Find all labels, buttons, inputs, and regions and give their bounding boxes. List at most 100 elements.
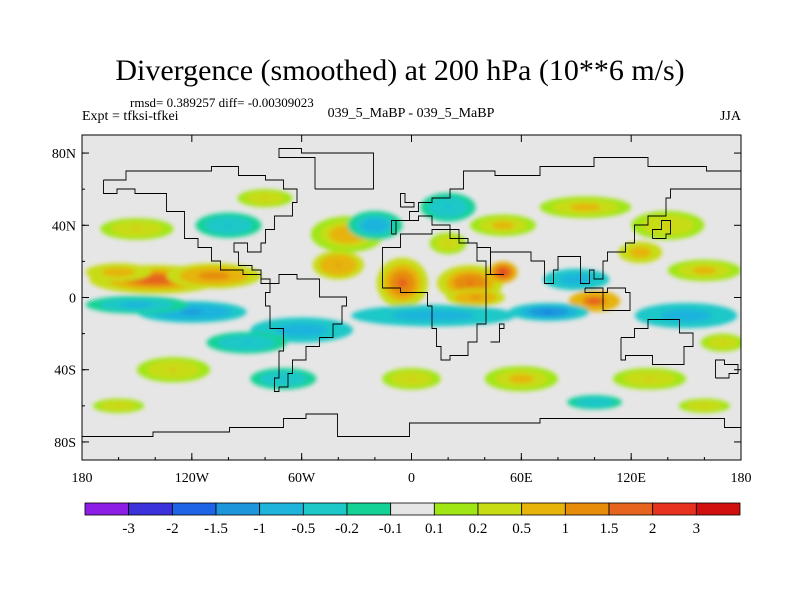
- field-contour: [499, 224, 507, 227]
- field-contour: [591, 300, 598, 303]
- x-tick-label: 120E: [616, 471, 646, 486]
- field-contour: [209, 274, 219, 278]
- colorbar-label: 1.5: [600, 521, 619, 537]
- colorbar-label: -3: [122, 521, 135, 537]
- case-label: 039_5_MaBP - 039_5_MaBP: [327, 106, 495, 121]
- field-contour: [720, 341, 725, 344]
- colorbar-label: 3: [693, 521, 701, 537]
- colorbar-swatch: [652, 502, 697, 516]
- coastline: [584, 287, 631, 311]
- colorbar-swatch: [171, 502, 217, 516]
- colorbar-swatch: [695, 502, 741, 516]
- field-contour: [501, 271, 505, 274]
- field-contour: [186, 310, 198, 314]
- field-contour: [638, 251, 643, 254]
- field-contour: [399, 280, 405, 286]
- colorbar-label: -1.5: [204, 521, 228, 537]
- colorbar-swatch: [390, 502, 435, 516]
- field-contour: [116, 405, 122, 407]
- field-contour: [225, 223, 232, 227]
- colorbar-swatch: [215, 502, 261, 516]
- colorbar-label: 0.1: [425, 521, 444, 537]
- colorbar-swatch: [128, 502, 173, 516]
- chart-title: Divergence (smoothed) at 200 hPa (10**6 …: [115, 54, 685, 87]
- field-contour: [148, 278, 162, 281]
- colorbar-label: -1: [253, 521, 266, 537]
- x-tick-label: 60E: [510, 471, 533, 486]
- field-contour: [591, 401, 598, 403]
- divergence-field: [85, 189, 741, 414]
- coastline: [391, 157, 741, 284]
- colorbar-label: 0.2: [469, 521, 488, 537]
- colorbar-label: -0.1: [379, 521, 403, 537]
- coastlines: [82, 148, 741, 437]
- field-contour: [645, 377, 654, 380]
- field-contour: [544, 311, 553, 313]
- x-tick-label: 180: [72, 471, 93, 486]
- field-contour: [425, 314, 442, 317]
- x-tick-label: 0: [408, 471, 415, 486]
- colorbar: -3 -2 -1.5 -1 -0.5 -0.2 -0.1 0.1 0.2 0.5 1 1.5 2 3: [84, 502, 741, 537]
- coastline: [265, 274, 347, 392]
- field-contour: [262, 197, 268, 200]
- y-tick-label: 80N: [52, 147, 76, 162]
- coastline: [103, 166, 298, 284]
- colorbar-swatch: [433, 502, 479, 516]
- season-label: JJA: [719, 109, 741, 124]
- x-tick-label: 180: [731, 471, 752, 486]
- colorbar-swatch: [564, 502, 610, 516]
- colorbar-swatch: [608, 502, 654, 516]
- coastline: [490, 323, 505, 343]
- y-tick-label: 40S: [54, 364, 76, 379]
- x-axis: 180 120W 60W 0 60E 120E 180: [72, 135, 752, 486]
- colorbar-swatch: [346, 502, 392, 516]
- x-tick-label: 120W: [175, 471, 210, 486]
- coastline: [620, 319, 694, 365]
- field-contour: [446, 242, 450, 245]
- field-contour: [133, 227, 141, 230]
- y-tick-label: 80S: [54, 436, 76, 451]
- field-contour: [115, 271, 122, 274]
- field-contour: [664, 223, 672, 227]
- y-axis: 80N 40N 0 40S 80S: [52, 147, 741, 451]
- field-contour: [296, 328, 307, 332]
- field-contour: [572, 278, 580, 281]
- coastline: [652, 220, 671, 239]
- field-contour: [680, 314, 692, 317]
- field-contour: [580, 206, 591, 209]
- coastline: [400, 193, 415, 208]
- colorbar-swatch: [477, 502, 523, 516]
- coastline: [278, 148, 374, 190]
- colorbar-label: -0.5: [291, 521, 315, 537]
- field-contour: [700, 269, 709, 272]
- y-tick-label: 40N: [52, 219, 76, 234]
- coastline: [715, 359, 739, 379]
- rmsd-diff-label: rmsd= 0.389257 diff= -0.00309023: [130, 95, 314, 110]
- colorbar-label: 0.5: [512, 521, 531, 537]
- colorbar-swatch: [259, 502, 304, 516]
- field-contour: [335, 263, 341, 267]
- field-contour: [701, 405, 707, 407]
- colorbar-label: 1: [562, 521, 570, 537]
- y-tick-label: 0: [69, 292, 76, 307]
- colorbar-swatch: [302, 502, 348, 516]
- field-contour: [242, 341, 251, 344]
- field-contour: [408, 377, 415, 380]
- field-contour: [472, 296, 479, 299]
- coastline: [82, 413, 741, 437]
- field-contour: [131, 303, 143, 306]
- field-contour: [372, 223, 378, 227]
- field-contour: [466, 281, 474, 285]
- x-tick-label: 60W: [288, 471, 316, 486]
- colorbar-label: -2: [166, 521, 179, 537]
- experiment-label: Expt = tfksi-tfkei: [82, 109, 179, 124]
- field-contour: [280, 377, 287, 380]
- field-contour: [445, 205, 451, 209]
- field-contour: [343, 232, 352, 237]
- colorbar-swatch: [521, 502, 566, 516]
- colorbar-label: -0.2: [335, 521, 359, 537]
- field-contour: [517, 377, 526, 381]
- field-contour: [169, 368, 178, 372]
- colorbar-label: 2: [649, 521, 657, 537]
